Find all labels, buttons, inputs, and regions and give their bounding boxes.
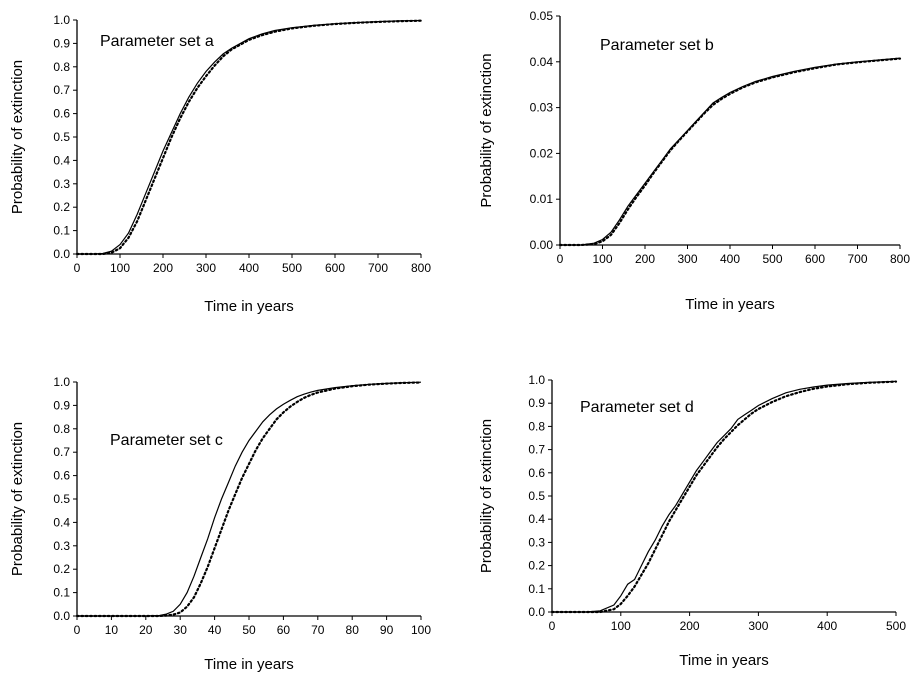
chart-2-y-axis-label: Probability of extinction [9,422,26,576]
chart-0-y-tick-label: 0.0 [53,247,70,261]
chart-0-x-tick-label: 800 [411,261,431,275]
chart-1-x-tick-label: 300 [677,252,697,266]
chart-2-y-tick-label: 0.5 [53,492,70,506]
chart-2-y-tick-label: 0.9 [53,398,70,412]
chart-0-y-tick-label: 0.1 [53,224,70,238]
chart-3-y-tick-label: 0.4 [528,512,545,526]
chart-0-x-tick-label: 0 [74,261,81,275]
chart-0-x-axis-label: Time in years [204,298,293,315]
chart-0-y-tick-label: 0.3 [53,177,70,191]
chart-0: 0.0 0.1 0.2 0.3 0.4 0.5 0.6 0.7 0.8 0.9 1.0 0 100 200… [9,13,431,315]
chart-1-y-tick-label: 0.00 [530,238,554,252]
chart-3-y-tick-label: 0.3 [528,535,545,549]
chart-1-x-tick-label: 100 [592,252,612,266]
chart-2-x-tick-label: 50 [242,623,256,637]
chart-1-x-tick-label: 600 [805,252,825,266]
chart-0-y-axis-label: Probability of extinction [9,60,26,214]
chart-2-y-tick-label: 0.8 [53,422,70,436]
chart-1-x-tick-label: 700 [847,252,867,266]
chart-0-x-tick-label: 700 [368,261,388,275]
chart-2-x-tick-label: 40 [208,623,222,637]
chart-3-y-tick-label: 0.1 [528,582,545,596]
chart-3-x-tick-label: 500 [886,619,906,633]
chart-0-y-tick-label: 0.5 [53,130,70,144]
chart-3-x-tick-label: 0 [549,619,556,633]
chart-1-y-tick-label: 0.02 [530,146,554,160]
chart-1: 0.00 0.01 0.02 0.03 0.04 0.05 0 100 200 300 400 500… [478,9,910,313]
chart-0-annotation: Parameter set a [100,33,214,50]
chart-0-y-tick-label: 0.4 [53,153,70,167]
chart-1-x-tick-label: 500 [762,252,782,266]
chart-3-x-tick-label: 100 [611,619,631,633]
chart-2-y-tick-label: 0.4 [53,515,70,529]
chart-1-y-tick-label: 0.05 [530,9,554,23]
chart-3-y-tick-label: 0.8 [528,419,545,433]
chart-2-y-tick-label: 0.6 [53,469,70,483]
chart-3-x-tick-label: 200 [680,619,700,633]
chart-3-x-tick-label: 400 [817,619,837,633]
chart-3-y-tick-label: 0.5 [528,489,545,503]
chart-2-y-tick-label: 0.0 [53,609,70,623]
chart-1-x-axis-label: Time in years [685,296,774,313]
chart-1-x-tick-label: 200 [635,252,655,266]
chart-0-x-tick-label: 100 [110,261,130,275]
chart-2-y-tick-label: 0.2 [53,562,70,576]
chart-1-annotation: Parameter set b [600,37,714,54]
chart-1-series-solid-line [560,57,901,246]
chart-2: 0.0 0.1 0.2 0.3 0.4 0.5 0.6 0.7 0.8 0.9 1.0 0 10 20 30… [9,375,431,673]
chart-3-y-axis-label: Probability of extinction [478,419,495,573]
chart-2-series-solid-line [77,381,422,617]
chart-2-annotation: Parameter set c [110,432,223,449]
chart-3-x-tick-label: 300 [748,619,768,633]
chart-1-series-dotted-line [558,57,902,247]
chart-2-x-tick-label: 60 [277,623,291,637]
chart-1-y-tick-label: 0.04 [530,55,554,69]
chart-0-y-tick-label: 0.6 [53,107,70,121]
chart-3-series-solid-line [552,380,897,613]
chart-2-x-tick-label: 10 [105,623,119,637]
chart-3-y-tick-label: 0.6 [528,466,545,480]
chart-1-y-tick-label: 0.03 [530,101,554,115]
chart-0-series-solid-line [77,19,422,255]
chart-3-y-tick-label: 0.2 [528,559,545,573]
chart-2-y-tick-label: 1.0 [53,375,70,389]
chart-3-y-tick-label: 0.9 [528,396,545,410]
chart-1-y-tick-label: 0.01 [530,192,554,206]
chart-3-y-tick-label: 1.0 [528,373,545,387]
chart-1-x-tick-label: 0 [557,252,564,266]
chart-3-series-dotted-line [550,380,898,614]
chart-2-x-axis-label: Time in years [204,656,293,673]
chart-0-x-tick-label: 600 [325,261,345,275]
chart-2-x-tick-label: 30 [174,623,188,637]
chart-0-x-tick-label: 200 [153,261,173,275]
chart-2-series-dotted-line [75,381,423,618]
chart-0-y-tick-label: 0.2 [53,200,70,214]
chart-0-y-tick-label: 1.0 [53,13,70,27]
chart-3: 0.0 0.1 0.2 0.3 0.4 0.5 0.6 0.7 0.8 0.9 1.0 0 100 200… [478,373,906,669]
chart-0-x-tick-label: 300 [196,261,216,275]
chart-2-y-tick-label: 0.7 [53,445,70,459]
chart-2-x-tick-label: 100 [411,623,431,637]
chart-1-x-tick-label: 400 [720,252,740,266]
chart-0-y-tick-label: 0.7 [53,83,70,97]
chart-0-series-dotted-line [75,19,423,256]
chart-0-x-tick-label: 500 [282,261,302,275]
chart-2-y-tick-label: 0.3 [53,539,70,553]
chart-3-annotation: Parameter set d [580,399,694,416]
chart-3-y-tick-label: 0.0 [528,605,545,619]
chart-2-x-tick-label: 70 [311,623,325,637]
chart-2-x-tick-label: 0 [74,623,81,637]
chart-2-x-tick-label: 90 [380,623,394,637]
chart-2-x-tick-label: 80 [346,623,360,637]
chart-0-y-tick-label: 0.8 [53,60,70,74]
chart-2-x-tick-label: 20 [139,623,153,637]
chart-0-y-tick-label: 0.9 [53,36,70,50]
chart-3-y-tick-label: 0.7 [528,443,545,457]
chart-0-x-tick-label: 400 [239,261,259,275]
chart-1-x-tick-label: 800 [890,252,910,266]
chart-2-y-tick-label: 0.1 [53,586,70,600]
chart-3-x-axis-label: Time in years [679,652,768,669]
chart-1-y-axis-label: Probability of extinction [478,53,495,207]
